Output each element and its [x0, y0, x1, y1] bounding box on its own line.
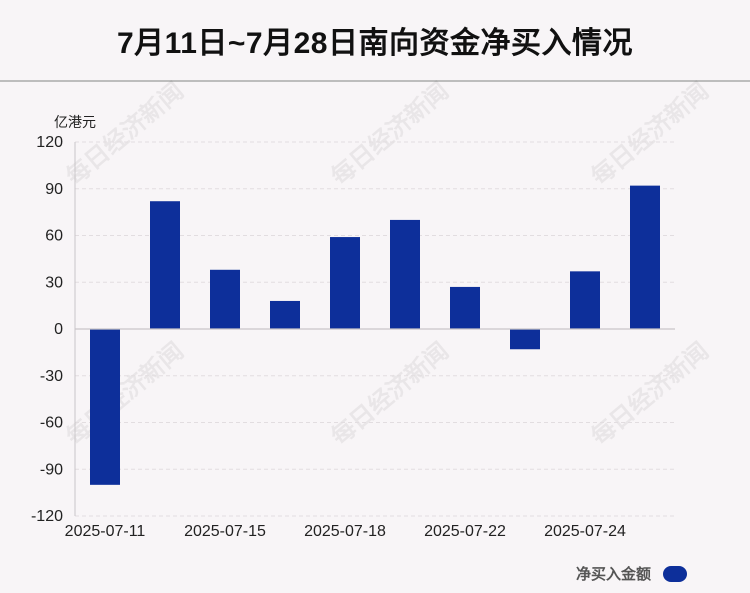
x-tick-label: 2025-07-22	[424, 523, 506, 540]
bar	[330, 237, 360, 329]
x-tick-label: 2025-07-11	[65, 523, 146, 540]
chart-title: 7月11日~7月28日南向资金净买入情况	[117, 27, 633, 60]
title-bar: 7月11日~7月28日南向资金净买入情况	[0, 0, 750, 80]
y-tick-label: 90	[45, 181, 63, 198]
title-divider	[0, 80, 750, 82]
bar	[510, 329, 540, 350]
y-tick-label: 60	[45, 228, 63, 245]
watermark-text: 每日经济新闻	[326, 77, 454, 191]
bar	[390, 219, 420, 329]
legend-swatch	[663, 565, 688, 582]
watermark-text: 每日经济新闻	[586, 337, 714, 451]
y-tick-label: -60	[40, 415, 63, 432]
bar	[450, 286, 480, 329]
bar	[210, 269, 240, 329]
bar	[630, 185, 660, 329]
bar	[90, 329, 120, 485]
x-tick-label: 2025-07-24	[544, 523, 626, 540]
y-tick-label: -120	[31, 508, 63, 525]
y-tick-label: -90	[40, 461, 63, 478]
y-tick-label: 30	[45, 274, 63, 291]
watermark-text: 每日经济新闻	[61, 77, 189, 191]
bar	[150, 201, 180, 329]
watermark-text: 每日经济新闻	[61, 337, 189, 451]
legend-label: 净买入金额	[576, 566, 652, 583]
y-tick-label: 120	[36, 134, 63, 151]
legend: 净买入金额	[576, 563, 688, 584]
x-tick-label: 2025-07-15	[184, 523, 266, 540]
watermark-text: 每日经济新闻	[326, 337, 454, 451]
bar	[270, 300, 300, 329]
x-tick-label: 2025-07-18	[304, 523, 386, 540]
y-tick-label: -30	[40, 368, 63, 385]
y-axis-unit-label: 亿港元	[54, 114, 96, 130]
watermark-text: 每日经济新闻	[586, 77, 714, 191]
bar	[570, 271, 600, 329]
y-tick-label: 0	[54, 321, 63, 338]
